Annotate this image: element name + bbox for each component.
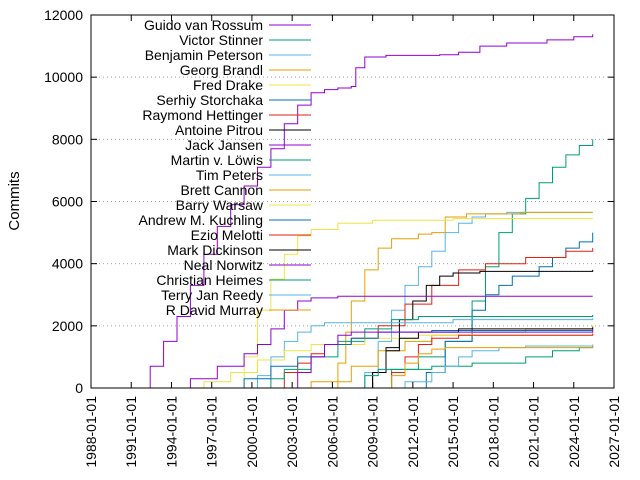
series-line-5	[418, 232, 594, 389]
x-tick-label: 2024-01-01	[566, 396, 582, 468]
y-tick-label: 12000	[44, 7, 83, 23]
series-line-3	[324, 211, 593, 389]
legend-entry: Christian Heimes	[156, 272, 263, 288]
legend-entry: Mark Dickinson	[167, 242, 263, 258]
legend-entry: Benjamin Peterson	[145, 47, 263, 63]
legend-entry: Brett Cannon	[181, 182, 264, 198]
x-tick-label: 2003-01-01	[284, 396, 300, 468]
legend-entry: Antoine Pitrou	[175, 122, 263, 138]
series-line-10	[244, 318, 594, 389]
legend-entry: Ezio Melotti	[191, 227, 263, 243]
legend-entry: Barry Warsaw	[176, 197, 264, 213]
legend-entry: R David Murray	[166, 302, 263, 318]
legend-entry: Terry Jan Reedy	[161, 287, 263, 303]
series-line-19	[378, 346, 594, 389]
series-line-4	[225, 218, 593, 389]
x-tick-label: 2000-01-01	[244, 396, 260, 468]
x-tick-label: 1994-01-01	[163, 396, 179, 468]
series-line-0	[125, 34, 594, 389]
x-tick-label: 1988-01-01	[83, 396, 99, 468]
series-line-18	[391, 344, 594, 389]
y-tick-label: 4000	[52, 256, 83, 272]
series-line-1	[359, 139, 594, 389]
y-tick-label: 0	[75, 380, 83, 396]
x-tick-label: 1991-01-01	[123, 396, 139, 468]
legend-entry: Jack Jansen	[185, 137, 263, 153]
series-line-15	[359, 327, 594, 389]
legend-entry: Tim Peters	[196, 167, 263, 183]
x-tick-label: 2027-01-01	[606, 396, 622, 468]
legend-entry: Fred Drake	[193, 77, 263, 93]
x-tick-label: 2018-01-01	[485, 396, 501, 468]
y-tick-label: 6000	[52, 194, 83, 210]
x-tick-label: 2006-01-01	[324, 396, 340, 468]
y-tick-label: 8000	[52, 131, 83, 147]
legend-entry: Victor Stinner	[179, 32, 263, 48]
series-line-6	[270, 248, 594, 389]
series-line-12	[177, 332, 594, 389]
legend-entry: Georg Brandl	[180, 62, 263, 78]
y-axis-label: Commits	[6, 171, 23, 230]
y-axis-ticks: 0 2000 4000 6000 8000 10000 12000	[44, 7, 614, 396]
series-line-8	[171, 295, 593, 389]
series-line-17	[351, 346, 594, 389]
y-tick-label: 2000	[52, 318, 83, 334]
x-tick-label: 2021-01-01	[526, 396, 542, 468]
legend-entry: Martin v. Löwis	[171, 152, 263, 168]
legend-entry: Andrew M. Kuchling	[138, 212, 263, 228]
legend-entry: Neal Norwitz	[184, 257, 263, 273]
x-tick-label: 2009-01-01	[365, 396, 381, 468]
x-tick-label: 1997-01-01	[204, 396, 220, 468]
x-tick-label: 2015-01-01	[445, 396, 461, 468]
legend-entry: Raymond Hettinger	[142, 107, 263, 123]
x-axis-ticks: 1988-01-01 1991-01-01 1994-01-01 1997-01-01…	[83, 15, 622, 468]
series-line-14	[372, 333, 594, 389]
series-line-16	[284, 330, 594, 389]
legend-entry: Serhiy Storchaka	[156, 92, 263, 108]
y-tick-label: 10000	[44, 69, 83, 85]
series-line-11	[292, 325, 594, 389]
series-lines	[125, 34, 594, 389]
legend-entry: Guido van Rossum	[144, 17, 263, 33]
x-tick-label: 2012-01-01	[405, 396, 421, 468]
